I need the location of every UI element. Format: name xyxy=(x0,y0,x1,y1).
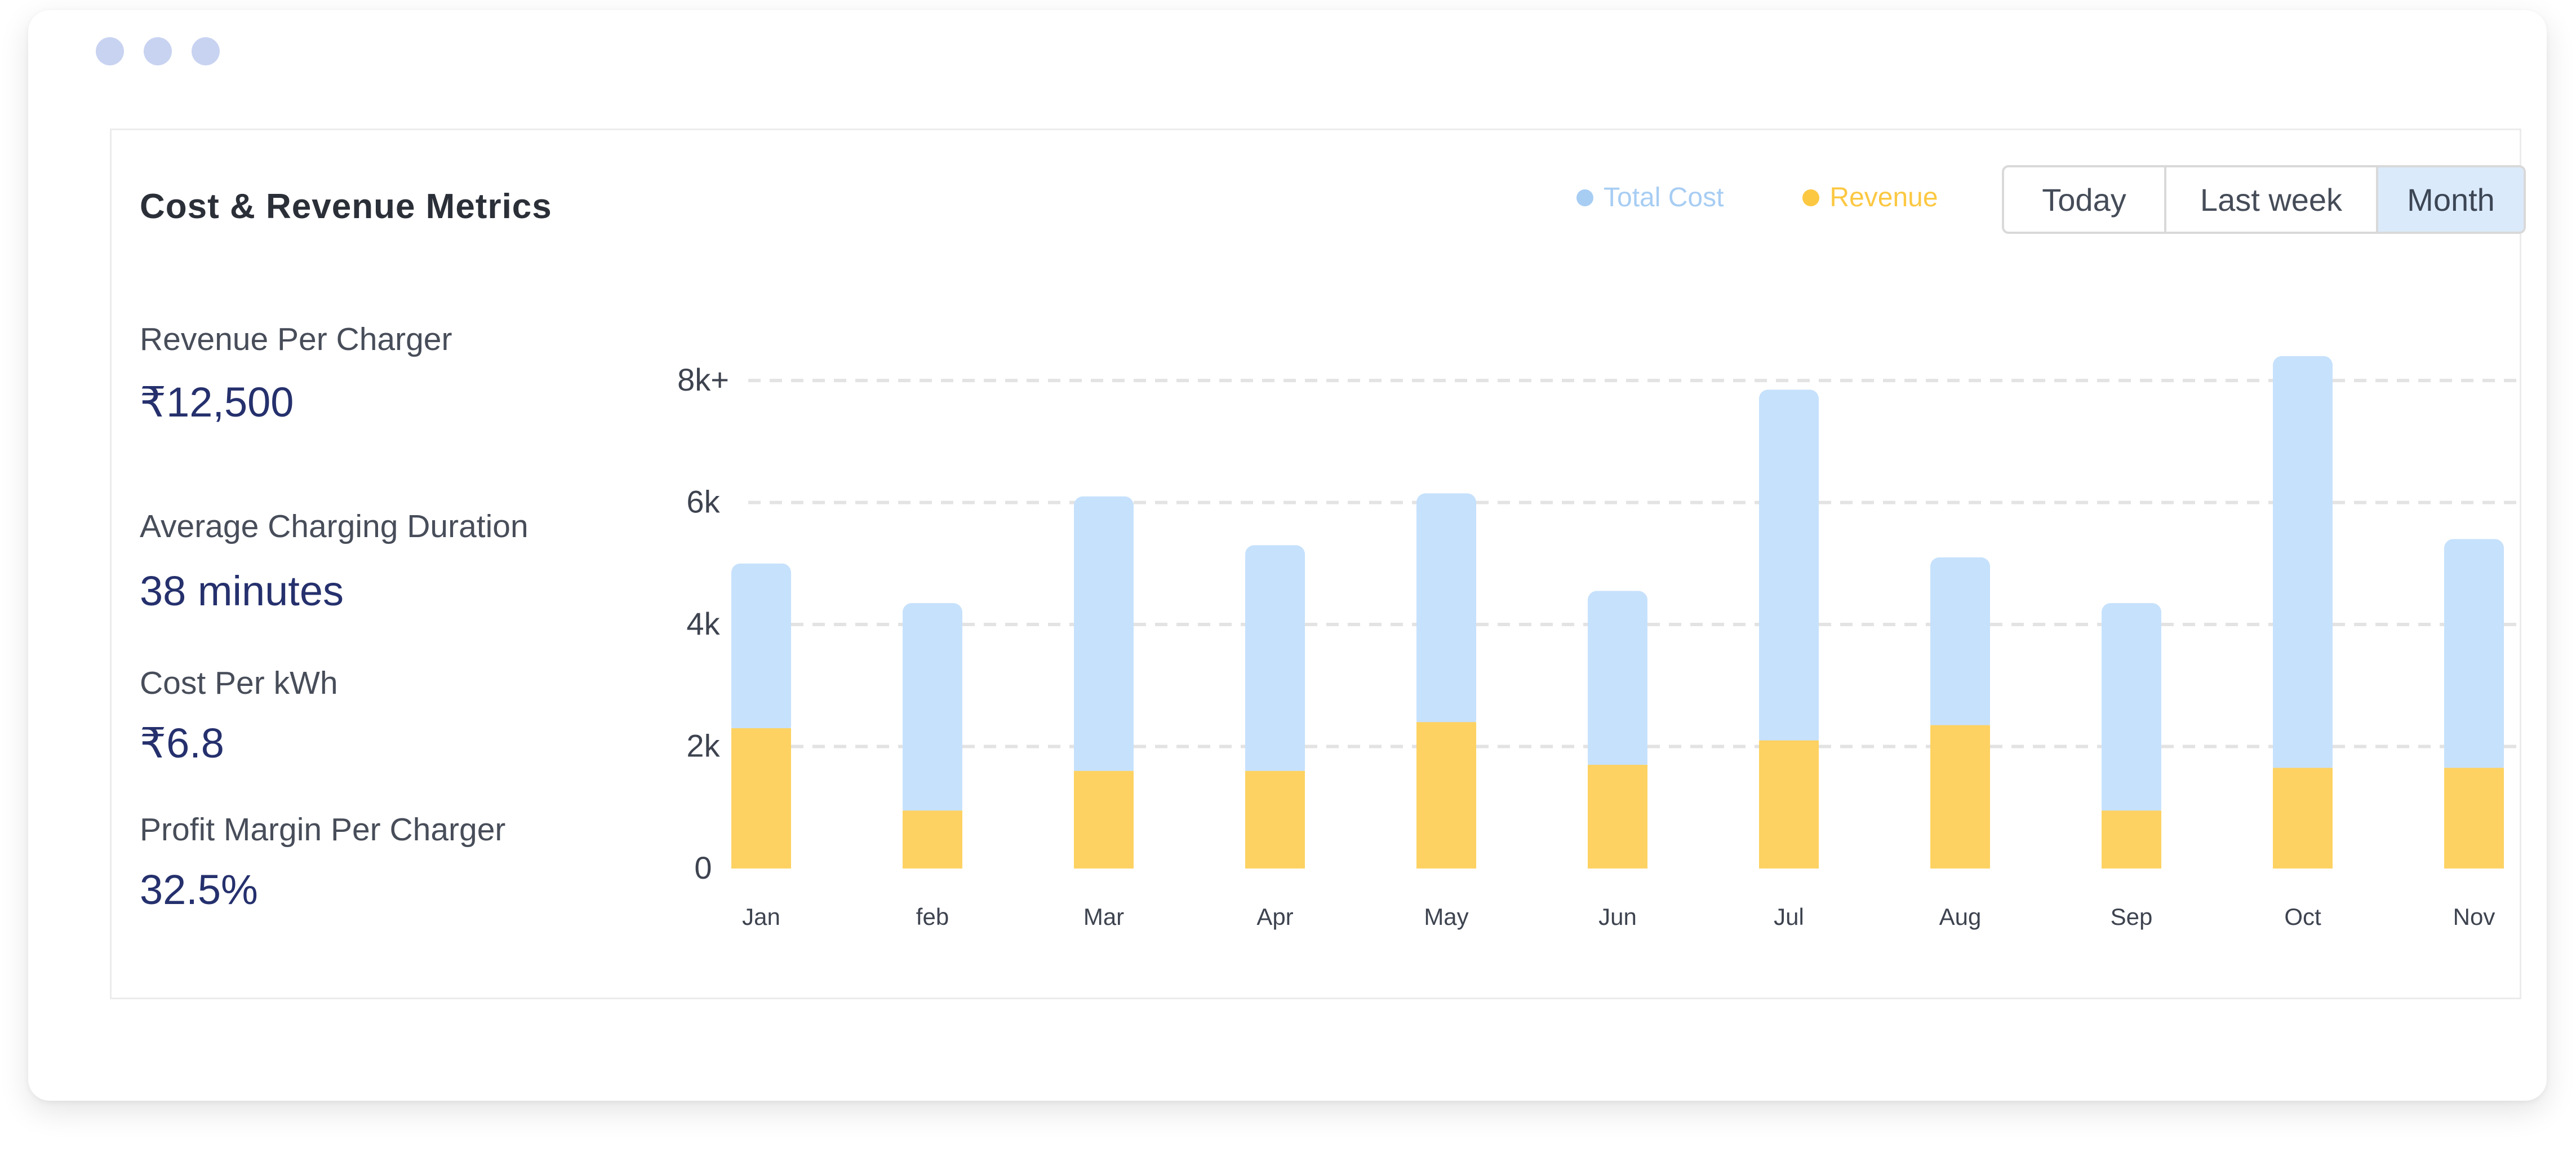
bar-total-cost xyxy=(2444,539,2504,775)
month-button[interactable]: Month xyxy=(2376,167,2524,232)
y-tick-label: 0 xyxy=(694,850,712,885)
metric-label-revenue-per-charger: Revenue Per Charger xyxy=(140,321,452,357)
bar-revenue xyxy=(2273,768,2333,869)
bar-total-cost xyxy=(1930,557,1990,732)
legend-dot-total-cost xyxy=(1576,189,1593,206)
bar-revenue xyxy=(2444,768,2504,869)
cost-revenue-chart: 0 2k 4k 6k 8k+ Jan feb Mar Apr May Jun Jul Aug Sep Oct… xyxy=(677,356,2523,930)
app-window: Cost & Revenue Metrics Total Cost Revenu… xyxy=(28,10,2547,1101)
window-dot-minimize[interactable] xyxy=(144,37,172,65)
y-tick-label: 6k xyxy=(686,484,720,520)
time-range-selector: Today Last week Month xyxy=(2002,165,2526,234)
y-tick-label: 2k xyxy=(686,728,720,764)
bar-total-cost xyxy=(731,563,791,735)
legend-item-total-cost: Total Cost xyxy=(1576,182,1724,213)
x-tick-label: Jun xyxy=(1598,903,1637,930)
window-dot-maximize[interactable] xyxy=(192,37,220,65)
x-tick-label: Apr xyxy=(1256,903,1293,930)
x-tick-label: feb xyxy=(916,903,949,930)
bar-revenue xyxy=(731,728,791,869)
metric-label-avg-charging-duration: Average Charging Duration xyxy=(140,508,528,544)
x-tick-label: May xyxy=(1424,903,1468,930)
x-tick-label: Oct xyxy=(2284,903,2321,930)
bar-total-cost xyxy=(1588,591,1647,772)
bar-revenue xyxy=(1930,725,1990,869)
x-tick-label: Jan xyxy=(742,903,780,930)
bar-total-cost xyxy=(1245,545,1305,778)
metric-label-cost-per-kwh: Cost Per kWh xyxy=(140,665,338,701)
x-tick-label: Aug xyxy=(1939,903,1982,930)
bar-total-cost xyxy=(2273,356,2333,775)
today-button[interactable]: Today xyxy=(2004,167,2164,232)
legend-label-revenue: Revenue xyxy=(1829,183,1938,212)
bar-revenue xyxy=(903,810,962,869)
window-dot-close[interactable] xyxy=(96,37,124,65)
bar-revenue xyxy=(1759,740,1819,869)
bar-total-cost xyxy=(2102,603,2161,818)
metric-value-revenue-per-charger: ₹12,500 xyxy=(140,379,294,426)
legend-dot-revenue xyxy=(1802,189,1820,206)
bar-revenue xyxy=(1588,765,1647,869)
y-tick-label: 4k xyxy=(686,606,720,641)
x-tick-label: Jul xyxy=(1774,903,1804,930)
legend-item-revenue: Revenue xyxy=(1802,182,1938,213)
metric-value-cost-per-kwh: ₹6.8 xyxy=(140,720,224,766)
x-tick-label: Mar xyxy=(1083,903,1124,930)
legend-label-total-cost: Total Cost xyxy=(1604,183,1724,212)
metric-value-profit-margin: 32.5% xyxy=(140,866,258,913)
bar-total-cost xyxy=(1416,493,1476,729)
chart-legend: Total Cost Revenue xyxy=(1576,182,1938,213)
x-tick-label: Sep xyxy=(2111,903,2153,930)
bar-total-cost xyxy=(1759,389,1819,747)
bar-revenue xyxy=(1245,770,1305,869)
last-week-button[interactable]: Last week xyxy=(2164,167,2376,232)
card-title: Cost & Revenue Metrics xyxy=(140,187,552,226)
metric-label-profit-margin: Profit Margin Per Charger xyxy=(140,812,506,848)
bar-revenue xyxy=(1074,770,1134,869)
bar-revenue xyxy=(1416,722,1476,869)
bar-total-cost xyxy=(903,603,962,818)
window-controls xyxy=(96,37,220,65)
metric-value-avg-charging-duration: 38 minutes xyxy=(140,568,344,614)
metrics-card: Cost & Revenue Metrics Total Cost Revenu… xyxy=(110,129,2526,999)
bar-revenue xyxy=(2102,810,2161,869)
y-tick-label: 8k+ xyxy=(677,362,729,397)
x-tick-label: Nov xyxy=(2453,903,2495,930)
bar-total-cost xyxy=(1074,496,1134,778)
